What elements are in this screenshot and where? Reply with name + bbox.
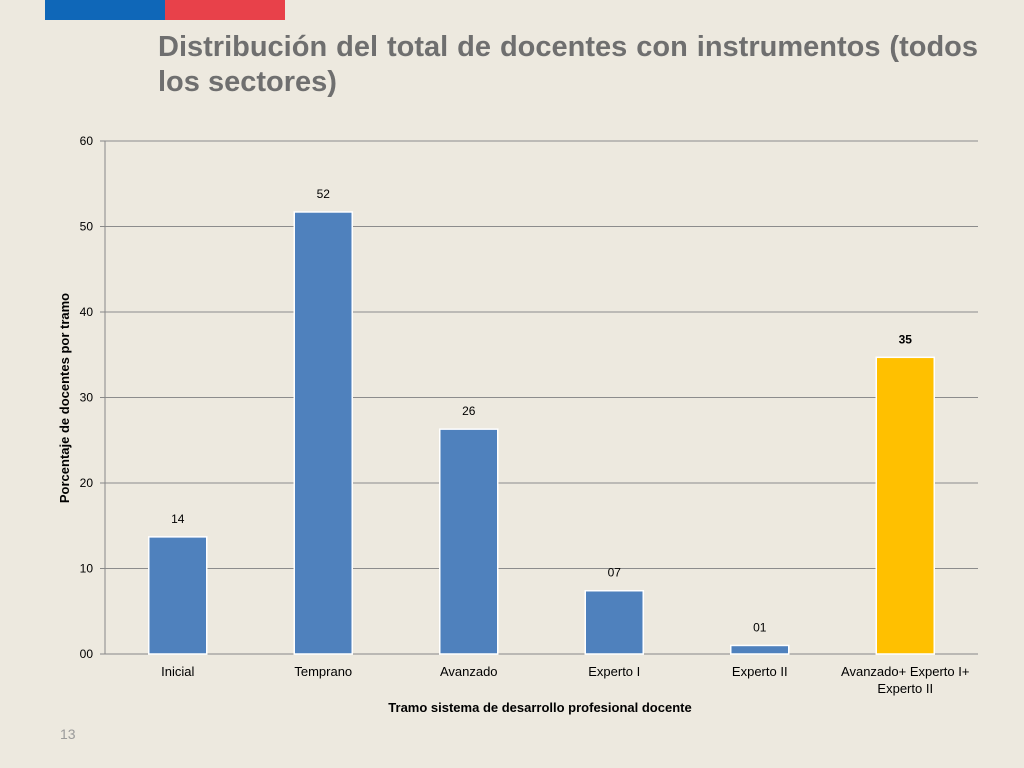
chart-data-labels: 14 52 26 07 01 35 (171, 187, 912, 634)
bar-5 (730, 644, 790, 655)
data-label: 07 (608, 566, 622, 580)
y-tick-label: 10 (80, 562, 94, 576)
y-tick-label: 20 (80, 476, 94, 490)
x-axis-title: Tramo sistema de desarrollo profesional … (388, 700, 691, 715)
x-tick-label: Avanzado (440, 664, 498, 679)
y-tick-label: 00 (80, 647, 94, 661)
x-axis-ticks: Inicial Temprano Avanzado Experto I Experto … (161, 664, 969, 696)
data-label: 01 (753, 620, 767, 634)
bar-1 (148, 536, 208, 655)
x-tick-label: Experto II (877, 681, 933, 696)
flag-stripe-blue (45, 0, 165, 20)
bar-3 (439, 428, 499, 655)
x-tick-label: Temprano (294, 664, 352, 679)
x-tick-label: Experto II (732, 664, 788, 679)
y-axis-ticks: 00 10 20 30 40 50 60 (80, 134, 94, 661)
chart-bars (148, 211, 935, 655)
y-tick-label: 40 (80, 305, 94, 319)
flag-stripe-red (165, 0, 285, 20)
x-tick-label: Experto I (588, 664, 640, 679)
bar-2 (293, 211, 353, 655)
data-label: 26 (462, 404, 476, 418)
y-tick-label: 60 (80, 134, 94, 148)
chart-gridlines (100, 140, 978, 655)
page-number: 13 (60, 726, 76, 742)
y-tick-label: 50 (80, 220, 94, 234)
x-tick-label: Avanzado+ Experto I+ (841, 664, 969, 679)
y-axis-title: Porcentaje de docentes por tramo (57, 293, 72, 503)
x-tick-label: Inicial (161, 664, 194, 679)
slide-title: Distribución del total de docentes con i… (158, 31, 978, 98)
data-label: 14 (171, 512, 185, 526)
data-label: 35 (899, 332, 913, 346)
y-tick-label: 30 (80, 391, 94, 405)
data-label: 52 (317, 187, 331, 201)
bar-6 (875, 356, 935, 655)
bar-4 (584, 589, 644, 655)
